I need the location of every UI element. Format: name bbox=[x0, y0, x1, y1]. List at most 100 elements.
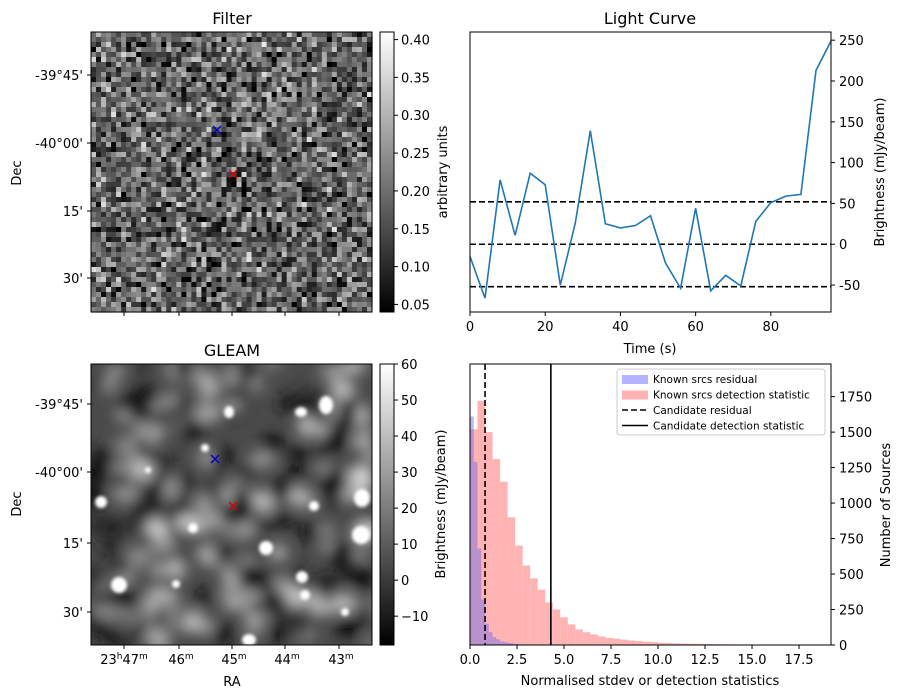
histogram-ytick-label: 1500 bbox=[839, 426, 872, 441]
histogram-ytick-label: 500 bbox=[839, 568, 864, 583]
gleam-image bbox=[91, 364, 372, 645]
gleam-colorbar-ticklabel: 40 bbox=[401, 430, 418, 445]
histogram-bar-residual bbox=[507, 642, 512, 645]
histogram-legend: Known srcs residual Known srcs detection … bbox=[616, 368, 826, 436]
gleam-colorbar-ticklabel: 0 bbox=[401, 574, 409, 589]
lightcurve-ytick-label: 50 bbox=[839, 197, 856, 212]
gleam-source-blob bbox=[111, 577, 127, 593]
lightcurve-xtick-label: 0 bbox=[466, 320, 474, 335]
gleam-y-ticks: -39°45' -40°00' 15' 30' bbox=[35, 398, 91, 621]
histogram-bar-detection bbox=[582, 632, 591, 645]
gleam-markers bbox=[210, 454, 238, 511]
lightcurve-panel: Light Curve 0 20 40 60 80 -50 0 50 100 150 200 250… bbox=[466, 9, 888, 357]
gleam-colorbar-label: Brightness (mJy/beam) bbox=[434, 430, 449, 579]
histogram-bar-detection bbox=[680, 643, 689, 645]
gleam-source-blob bbox=[259, 541, 273, 555]
filter-colorbar-ticklabel: 0.15 bbox=[401, 223, 430, 238]
gleam-title: GLEAM bbox=[204, 341, 260, 360]
histogram-xtick-label: 2.5 bbox=[507, 653, 528, 668]
histogram-bar-detection bbox=[500, 481, 508, 645]
histogram-bar-detection bbox=[658, 642, 666, 645]
histogram-legend-box bbox=[616, 368, 826, 436]
histogram-bar-detection bbox=[492, 459, 501, 645]
histogram-bar-detection bbox=[477, 400, 486, 645]
gleam-colorbar-ticklabel: 30 bbox=[401, 466, 418, 481]
histogram-bar-residual bbox=[492, 637, 497, 645]
gleam-ylabel: Dec bbox=[10, 491, 25, 516]
histogram-ytick-label: 250 bbox=[839, 604, 864, 619]
histogram-bar-detection bbox=[567, 624, 576, 645]
filter-colorbar-ticklabel: 0.10 bbox=[401, 261, 430, 276]
histogram-y-ticks: 0 250 500 750 1000 1250 1500 1750 bbox=[831, 391, 872, 654]
filter-colorbar: 0.05 0.10 0.15 0.20 0.25 0.30 0.35 0.40 bbox=[379, 31, 430, 313]
histogram-ytick-label: 1250 bbox=[839, 462, 872, 477]
histogram-panel: 0.0 2.5 5.0 7.5 10.0 12.5 15.0 17.5 0 250 500 750 1… bbox=[460, 363, 894, 689]
gleam-xtick-label: 45m bbox=[221, 652, 246, 668]
histogram-bar-detection bbox=[560, 617, 568, 645]
gleam-source-blob bbox=[296, 571, 308, 583]
lightcurve-xtick-label: 40 bbox=[612, 320, 629, 335]
filter-colorbar-gradient bbox=[379, 31, 395, 313]
filter-y-ticks: -39°45' -40°00' 15' 30' bbox=[35, 69, 91, 287]
filter-panel: Filter -39°45' -40°00' 15' 30' Dec 0.05 0.10… bbox=[10, 9, 451, 316]
histogram-xtick-label: 7.5 bbox=[601, 653, 622, 668]
histogram-legend-swatch bbox=[622, 390, 648, 400]
lightcurve-frame bbox=[469, 31, 832, 313]
histogram-candidate-lines bbox=[484, 364, 552, 645]
histogram-bar-residual bbox=[485, 623, 489, 645]
gleam-source-blob bbox=[172, 580, 180, 588]
lightcurve-xtick-label: 80 bbox=[763, 320, 780, 335]
gleam-colorbar-ticklabel: −10 bbox=[401, 610, 428, 625]
gleam-source-blob bbox=[352, 526, 370, 544]
histogram-bar-detection bbox=[552, 609, 561, 645]
gleam-colorbar-gradient bbox=[379, 363, 395, 646]
gleam-ytick-label: -40°00' bbox=[35, 466, 83, 481]
histogram-bar-residual bbox=[515, 643, 519, 645]
lightcurve-ytick-label: 100 bbox=[839, 157, 864, 172]
gleam-source-blob bbox=[201, 444, 209, 452]
gleam-source-blob bbox=[224, 406, 234, 418]
filter-colorbar-ticklabel: 0.05 bbox=[401, 298, 430, 313]
histogram-bar-detection bbox=[673, 643, 681, 645]
gleam-marker-blue bbox=[210, 454, 220, 464]
gleam-xtick-label: 23h47m bbox=[100, 652, 148, 668]
histogram-bar-detection bbox=[612, 638, 621, 645]
gleam-colorbar-ticklabel: 60 bbox=[401, 358, 418, 373]
gleam-xtick-label: 43m bbox=[328, 652, 353, 668]
lightcurve-series-line bbox=[469, 40, 832, 299]
gleam-xtick-label: 44m bbox=[274, 652, 299, 668]
histogram-bar-detection bbox=[605, 637, 613, 645]
histogram-xtick-label: 12.5 bbox=[691, 653, 720, 668]
histogram-bar-detection bbox=[665, 643, 674, 645]
histogram-legend-label: Candidate detection statistic bbox=[653, 421, 805, 433]
histogram-legend-label: Candidate residual bbox=[653, 405, 752, 417]
gleam-source-blob bbox=[309, 501, 319, 511]
histogram-bar-residual bbox=[500, 641, 504, 645]
histogram-bar-detection bbox=[470, 429, 478, 645]
histogram-bar-detection bbox=[688, 643, 696, 645]
histogram-bars bbox=[470, 400, 831, 645]
histogram-bar-detection bbox=[522, 565, 531, 645]
histogram-xtick-label: 15.0 bbox=[738, 653, 767, 668]
filter-marker-blue bbox=[212, 125, 222, 135]
lightcurve-y-ticks: -50 0 50 100 150 200 250 bbox=[831, 34, 864, 294]
histogram-bar-residual bbox=[481, 599, 486, 645]
lightcurve-ytick-label: -50 bbox=[839, 279, 860, 294]
histogram-bar-detection bbox=[642, 641, 651, 645]
histogram-legend-label: Known srcs detection statistic bbox=[653, 390, 810, 402]
histogram-ytick-label: 750 bbox=[839, 533, 864, 548]
histogram-bar-residual bbox=[488, 632, 493, 645]
histogram-xtick-label: 17.5 bbox=[785, 653, 814, 668]
histogram-bar-residual bbox=[477, 548, 482, 645]
histogram-bar-detection bbox=[620, 639, 628, 645]
filter-x-ticks bbox=[123, 312, 340, 316]
gleam-source-blob bbox=[95, 496, 107, 508]
lightcurve-x-ticks: 0 20 40 60 80 bbox=[466, 312, 779, 335]
lightcurve-xtick-label: 20 bbox=[537, 320, 554, 335]
histogram-ytick-label: 1750 bbox=[839, 391, 872, 406]
filter-colorbar-ticklabel: 0.40 bbox=[401, 34, 430, 49]
filter-ytick-label: -39°45' bbox=[35, 69, 83, 84]
histogram-bar-detection bbox=[695, 643, 704, 645]
filter-colorbar-ticklabel: 0.35 bbox=[401, 71, 430, 86]
histogram-bar-detection bbox=[515, 545, 523, 645]
